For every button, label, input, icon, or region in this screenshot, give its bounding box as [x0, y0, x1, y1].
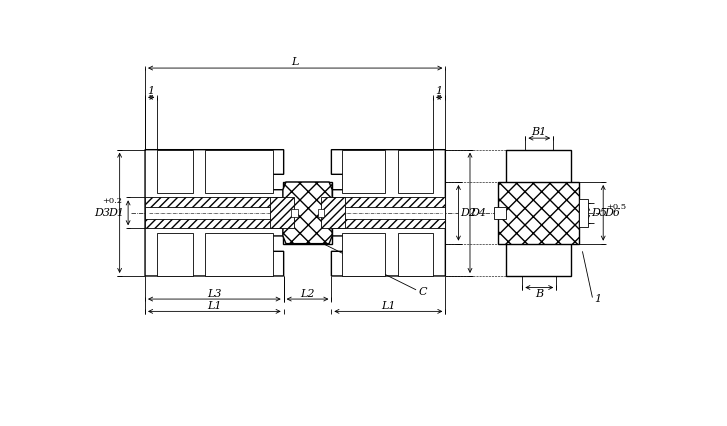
- Bar: [579, 199, 588, 227]
- Text: 1: 1: [435, 86, 443, 96]
- Polygon shape: [321, 197, 345, 228]
- Text: D4: D4: [470, 208, 486, 218]
- Polygon shape: [319, 150, 446, 276]
- Polygon shape: [342, 233, 385, 276]
- Polygon shape: [157, 150, 193, 193]
- Polygon shape: [398, 150, 433, 193]
- Text: 1: 1: [148, 86, 155, 96]
- Bar: [145, 207, 284, 219]
- Text: +0.5: +0.5: [606, 203, 627, 211]
- Bar: [506, 197, 571, 228]
- Polygon shape: [283, 182, 332, 244]
- Polygon shape: [283, 182, 332, 244]
- Bar: [506, 150, 571, 190]
- Text: D1: D1: [108, 208, 124, 218]
- Text: L3: L3: [207, 289, 222, 299]
- Polygon shape: [145, 150, 296, 276]
- Text: +0.2: +0.2: [102, 197, 122, 205]
- Text: D2: D2: [460, 208, 476, 218]
- Polygon shape: [205, 150, 273, 193]
- Bar: [506, 236, 571, 276]
- Bar: [292, 209, 297, 217]
- Polygon shape: [332, 197, 446, 228]
- Polygon shape: [270, 197, 294, 228]
- Text: 1: 1: [594, 294, 601, 304]
- Bar: [506, 203, 571, 223]
- Polygon shape: [342, 150, 385, 193]
- Text: D6: D6: [604, 208, 620, 218]
- Text: C: C: [419, 287, 427, 297]
- Polygon shape: [499, 182, 579, 244]
- Text: L: L: [292, 57, 299, 67]
- Text: L1: L1: [381, 301, 395, 311]
- Polygon shape: [506, 197, 571, 228]
- Polygon shape: [145, 197, 284, 228]
- Bar: [318, 209, 324, 217]
- Text: L2: L2: [300, 289, 315, 299]
- Text: B1: B1: [531, 127, 547, 137]
- Bar: [332, 207, 446, 219]
- Text: B: B: [535, 289, 543, 299]
- Text: L1: L1: [207, 301, 222, 311]
- Bar: [494, 207, 506, 219]
- Polygon shape: [157, 233, 193, 276]
- Text: D5: D5: [591, 208, 607, 218]
- Polygon shape: [205, 233, 273, 276]
- Text: D3: D3: [94, 208, 110, 218]
- Polygon shape: [398, 233, 433, 276]
